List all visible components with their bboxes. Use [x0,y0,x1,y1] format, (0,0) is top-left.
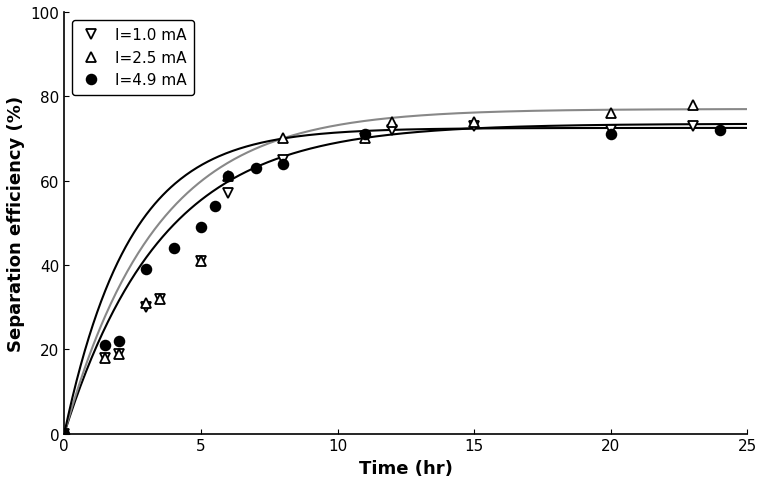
Legend: I=1.0 mA, I=2.5 mA, I=4.9 mA: I=1.0 mA, I=2.5 mA, I=4.9 mA [72,20,194,96]
Line: I=1.0 mA: I=1.0 mA [60,121,698,439]
I=4.9 mA [60,431,69,437]
I=2.5 mA [155,296,164,302]
I=2.5 mA [196,258,206,264]
I=2.5 mA [101,355,110,361]
I=1.0 mA [196,258,206,264]
I=4.9 mA [210,204,219,210]
I=4.9 mA [224,174,233,180]
I=4.9 mA [278,162,287,167]
Y-axis label: Separation efficiency (%): Separation efficiency (%) [7,95,25,351]
I=4.9 mA [251,166,260,171]
I=2.5 mA [470,120,479,125]
I=1.0 mA [278,157,287,163]
I=2.5 mA [361,136,370,142]
I=2.5 mA [278,136,287,142]
I=1.0 mA [155,296,164,302]
I=1.0 mA [387,128,397,134]
I=2.5 mA [387,120,397,125]
I=1.0 mA [361,136,370,142]
I=2.5 mA [688,103,698,108]
I=2.5 mA [224,174,233,180]
I=1.0 mA [688,123,698,129]
I=4.9 mA [141,267,151,272]
I=2.5 mA [115,351,124,357]
I=1.0 mA [224,191,233,197]
I=4.9 mA [196,225,206,230]
I=1.0 mA [115,351,124,357]
I=4.9 mA [361,132,370,138]
I=2.5 mA [141,301,151,306]
I=2.5 mA [606,111,615,117]
I=4.9 mA [716,128,725,134]
X-axis label: Time (hr): Time (hr) [359,459,453,477]
I=4.9 mA [101,343,110,348]
I=2.5 mA [60,431,69,437]
Line: I=2.5 mA: I=2.5 mA [60,101,698,439]
I=1.0 mA [101,355,110,361]
I=1.0 mA [606,128,615,134]
I=1.0 mA [141,304,151,310]
I=4.9 mA [606,132,615,138]
Line: I=4.9 mA: I=4.9 mA [60,126,725,439]
I=4.9 mA [115,338,124,344]
I=1.0 mA [60,431,69,437]
I=1.0 mA [470,123,479,129]
I=4.9 mA [169,246,178,252]
